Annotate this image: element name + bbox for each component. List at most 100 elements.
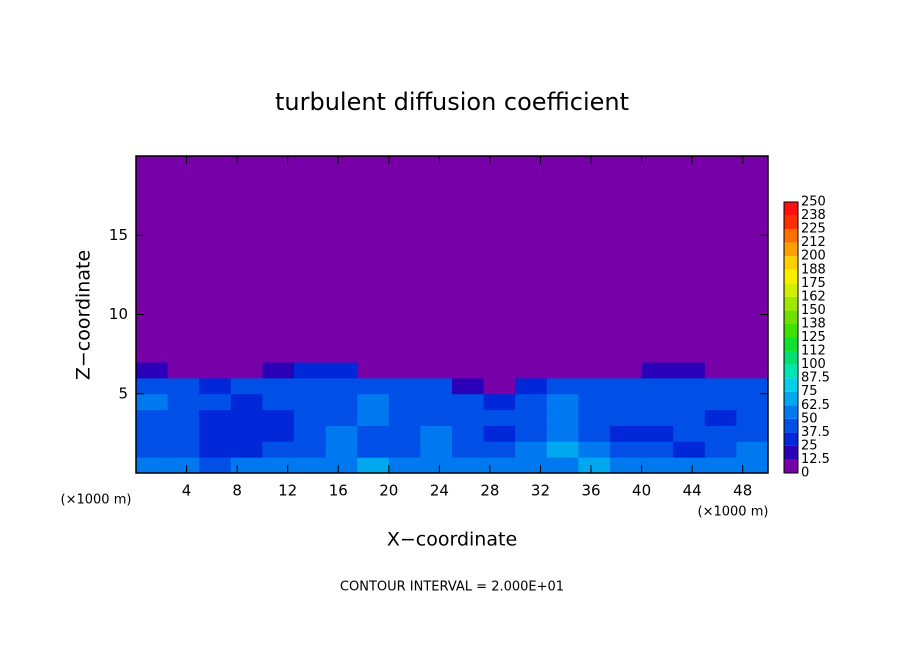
field-cell	[136, 362, 169, 379]
field-cell	[325, 457, 358, 474]
field-cell	[483, 425, 516, 442]
field-cell	[546, 377, 579, 395]
colorbar-label: 0	[801, 466, 809, 481]
field-cell	[294, 441, 327, 458]
field-cell	[325, 362, 358, 379]
x-axis-label: X−coordinate	[387, 529, 517, 551]
field-cell	[357, 457, 390, 474]
colorbar-swatch	[784, 418, 798, 433]
field-cell	[578, 362, 611, 379]
field-cell	[610, 425, 643, 442]
field-cell	[167, 393, 200, 411]
field-cell	[610, 377, 643, 395]
field-cell	[420, 441, 453, 458]
colorbar-label: 87.5	[801, 371, 830, 386]
x-tick-label: 44	[683, 482, 702, 500]
field-cell	[610, 457, 643, 474]
field-cell	[388, 362, 421, 379]
colorbar-swatch	[784, 432, 798, 446]
colorbar-label: 75	[801, 384, 818, 399]
x-tick-label: 12	[278, 482, 297, 500]
field-cell	[515, 441, 548, 458]
colorbar-swatch	[784, 337, 798, 352]
field-cell	[736, 393, 769, 411]
field-cell	[483, 377, 516, 395]
field-cell	[641, 425, 674, 442]
field-cell	[483, 409, 516, 426]
chart-title: turbulent diffusion coefficient	[275, 88, 629, 116]
field-cell	[230, 362, 263, 379]
field-cell	[546, 156, 579, 363]
field-cell	[325, 377, 358, 395]
field-cell	[483, 393, 516, 411]
field-cell	[325, 425, 358, 442]
x-tick-label: 8	[232, 482, 242, 500]
field-cell	[136, 409, 169, 426]
field-cell	[357, 393, 390, 411]
field-cell	[452, 393, 485, 411]
field-cell	[673, 156, 706, 363]
field-cell	[199, 377, 232, 395]
field-cell	[736, 409, 769, 426]
field-cell	[420, 393, 453, 411]
field-cell	[578, 441, 611, 458]
colorbar-label: 112	[801, 344, 826, 359]
field-cell	[420, 156, 453, 363]
colorbar-swatch	[784, 378, 798, 392]
colorbar-label: 225	[801, 222, 826, 237]
colorbar-swatch	[784, 269, 798, 284]
x-tick-label: 48	[733, 482, 752, 500]
field-cell	[136, 377, 169, 395]
field-cell	[452, 441, 485, 458]
field-cell	[515, 362, 548, 379]
field-cell	[578, 156, 611, 363]
field-cell	[388, 156, 421, 363]
field-cell	[136, 393, 169, 411]
field-cell	[578, 377, 611, 395]
field-cell	[515, 377, 548, 395]
field-cell	[704, 377, 737, 395]
field-cell	[736, 362, 769, 379]
field-cell	[704, 362, 737, 379]
field-cell	[136, 156, 169, 363]
field-cell	[452, 457, 485, 474]
field-cell	[388, 457, 421, 474]
field-cell	[578, 457, 611, 474]
field-cell	[357, 156, 390, 363]
colorbar-swatch	[784, 202, 798, 216]
field-cell	[167, 156, 200, 363]
field-cell	[294, 457, 327, 474]
field-cell	[199, 409, 232, 426]
colorbar-swatch	[784, 215, 798, 230]
x-unit-label: (×1000 m)	[698, 505, 769, 520]
field-cell	[199, 425, 232, 442]
field-cell	[357, 409, 390, 426]
colorbar-swatch	[784, 283, 798, 297]
field-cell	[325, 441, 358, 458]
field-cell	[420, 362, 453, 379]
colorbar-label: 250	[801, 195, 826, 210]
field-cell	[673, 377, 706, 395]
y-unit-label: (×1000 m)	[61, 493, 132, 508]
field-cell	[546, 457, 579, 474]
field-cell	[452, 362, 485, 379]
x-tick-label: 4	[182, 482, 192, 500]
field-cell	[483, 457, 516, 474]
colorbar-label: 50	[801, 411, 818, 426]
colorbar-swatch	[784, 351, 798, 365]
field-cell	[357, 377, 390, 395]
colorbar-label: 100	[801, 357, 826, 372]
colorbar-label: 188	[801, 262, 826, 277]
field-cell	[546, 425, 579, 442]
field-cell	[262, 393, 295, 411]
field-cell	[167, 441, 200, 458]
field-cell	[388, 409, 421, 426]
field-cell	[546, 362, 579, 379]
field-cell	[230, 156, 263, 363]
x-tick-label: 20	[379, 482, 398, 500]
field-cell	[230, 377, 263, 395]
field-cell	[483, 441, 516, 458]
field-cell	[515, 393, 548, 411]
colorbar-swatch	[784, 242, 798, 257]
